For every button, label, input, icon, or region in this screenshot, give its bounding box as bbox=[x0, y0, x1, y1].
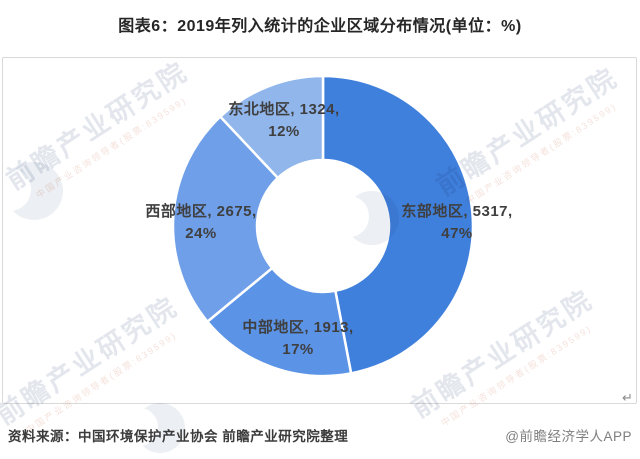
donut-slice-1 bbox=[205, 266, 353, 378]
slice-label-line2: 24% bbox=[185, 225, 217, 242]
donut-slice-2 bbox=[171, 114, 280, 324]
slice-label-line2: 17% bbox=[282, 341, 314, 358]
slice-label-northeast: 东北地区, 1324, 12% bbox=[228, 99, 339, 143]
slice-label-line2: 12% bbox=[268, 123, 300, 140]
paragraph-return-mark: ↵ bbox=[622, 390, 633, 405]
chart-title: 图表6：2019年列入统计的企业区域分布情况(单位：%) bbox=[118, 18, 522, 35]
plot-area: 东部地区, 5317, 47% 中部地区, 1913, 17% 西部地区, 26… bbox=[2, 57, 637, 404]
donut-slice-3 bbox=[218, 74, 325, 180]
slice-label-line2: 47% bbox=[441, 225, 473, 242]
slice-label-line1: 中部地区, 1913, bbox=[242, 319, 354, 336]
slice-label-central: 中部地区, 1913, 17% bbox=[242, 317, 353, 361]
slice-label-line1: 东部地区, 5317, bbox=[401, 203, 513, 220]
source-note: 资料来源：中国环境保护产业协会 前瞻产业研究院整理 bbox=[8, 429, 349, 444]
slice-label-west: 西部地区, 2675, 24% bbox=[145, 201, 256, 245]
credit-note: @前瞻经济学人APP bbox=[505, 429, 632, 444]
slice-label-line1: 西部地区, 2675, bbox=[145, 203, 257, 220]
slice-label-line1: 东北地区, 1324, bbox=[228, 101, 340, 118]
slice-label-east: 东部地区, 5317, 47% bbox=[401, 201, 512, 245]
